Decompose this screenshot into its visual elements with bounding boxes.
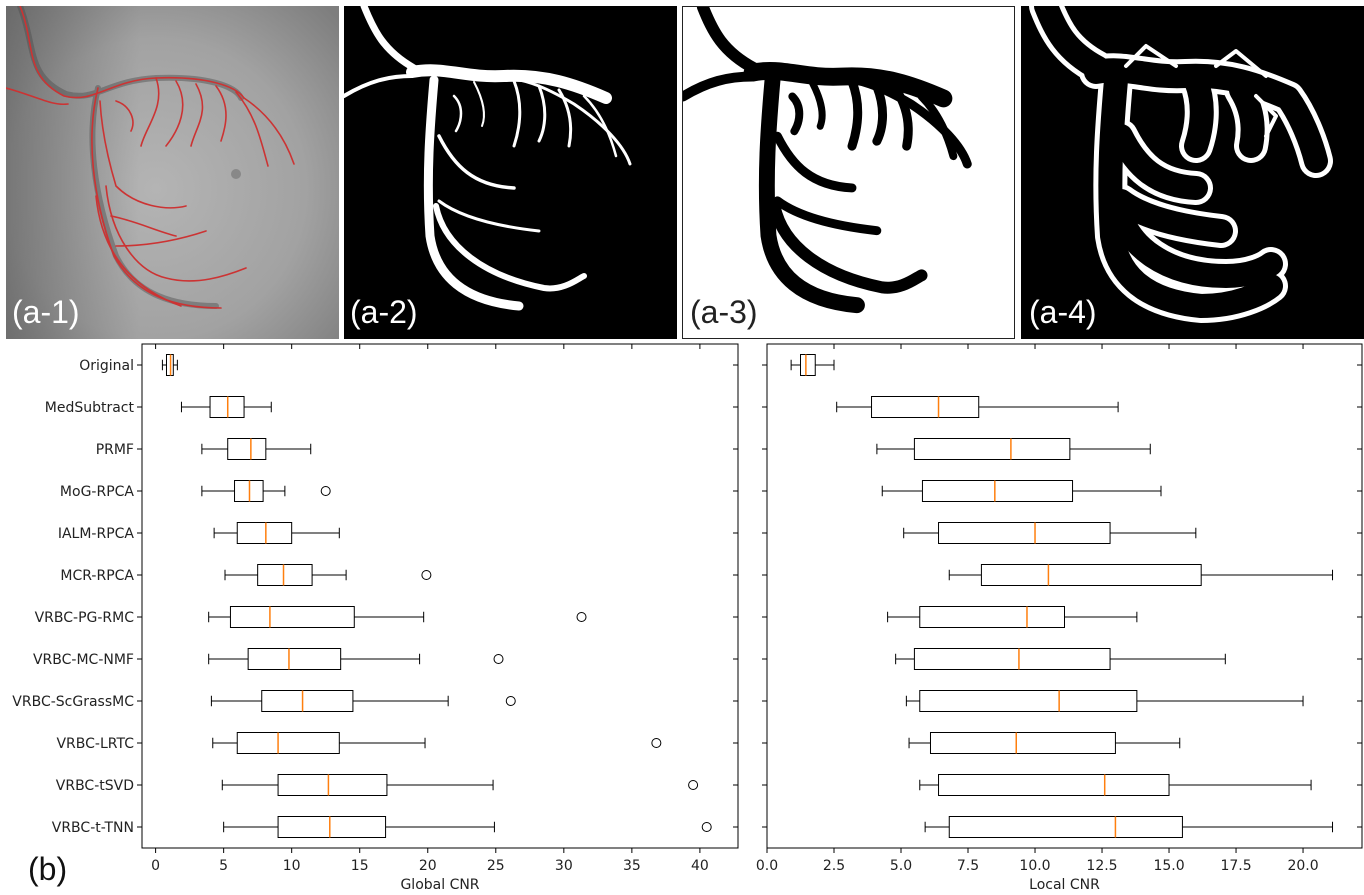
x-tick-label: 20 (419, 858, 437, 874)
box-iqr (800, 354, 816, 376)
angiogram-image (6, 6, 339, 339)
box-iqr (236, 522, 293, 544)
background-ring-image (1029, 6, 1333, 323)
x-tick-label: 17.5 (1220, 858, 1251, 874)
x-tick-label: 2.5 (823, 858, 845, 874)
x-tick-label: 40 (691, 858, 709, 874)
outlier-point (320, 486, 331, 496)
panel-label-a1: (a-1) (12, 294, 80, 330)
category-label: VRBC-t-TNN (52, 820, 134, 836)
box-iqr (919, 690, 1138, 712)
angiogram-image-panel (6, 6, 339, 339)
box-iqr (229, 606, 355, 628)
box-iqr (938, 522, 1111, 544)
cnr-boxplot-figure: 0 5 10 15 20 25 30 35 40 Global CNR Original MedSub… (12, 343, 1363, 893)
box-iqr (913, 648, 1111, 670)
panel-label-b: (b) (28, 851, 68, 887)
x-tick-label: 35 (623, 858, 641, 874)
x-tick-label: 7.5 (957, 858, 979, 874)
box-iqr (938, 774, 1170, 796)
outlier-point (576, 612, 587, 622)
outlier-point (505, 696, 516, 706)
outlier-point (493, 654, 504, 664)
category-label: PRMF (96, 442, 134, 458)
x-tick-label: 15 (351, 858, 369, 874)
category-label: VRBC-MC-NMF (33, 652, 134, 668)
box-iqr (919, 606, 1065, 628)
box-iqr (948, 816, 1183, 838)
boxplot-axes-1: 0 5 10 15 20 25 30 35 40 Global CNR Original MedSub… (12, 343, 739, 893)
category-label: VRBC-tSVD (56, 778, 134, 794)
panel-label-a2: (a-2) (350, 294, 418, 330)
x-tick-label: 12.5 (1086, 858, 1117, 874)
category-label: VRBC-LRTC (56, 736, 134, 752)
category-label: MedSubtract (45, 400, 135, 416)
x-tick-label: 0.0 (756, 858, 778, 874)
x-tick-label: 20.0 (1287, 858, 1318, 874)
x-tick-label: 25 (487, 858, 505, 874)
category-label: VRBC-PG-RMC (35, 610, 135, 626)
outlier-point (688, 780, 699, 790)
box-iqr (227, 438, 267, 460)
category-label: VRBC-ScGrassMC (12, 694, 134, 710)
category-label: Original (79, 358, 134, 374)
box-iqr (871, 396, 980, 418)
background-ring-panel (1021, 6, 1364, 339)
box-iqr (236, 732, 340, 754)
box-iqr (921, 480, 1074, 502)
category-label: IALM-RPCA (58, 526, 135, 542)
category-label: MCR-RPCA (60, 568, 134, 584)
box-iqr (980, 564, 1202, 586)
axes-frame (766, 343, 1363, 849)
box-iqr (277, 816, 387, 838)
panel-label-a4: (a-4) (1029, 294, 1097, 330)
x-tick-label: 30 (555, 858, 573, 874)
box-iqr (277, 774, 388, 796)
box-iqr (261, 690, 354, 712)
dilated-mask-image (683, 7, 972, 314)
outlier-point (701, 822, 712, 832)
x-tick-label: 0 (151, 858, 160, 874)
x-axis-label: Global CNR (400, 877, 479, 893)
box-iqr (247, 648, 342, 670)
box-iqr (929, 732, 1116, 754)
vessel-mask-image (344, 6, 632, 311)
boxplot-axes-2: 0.0 2.5 5.0 7.5 10.0 12.5 15.0 17.5 20.0 Local CN… (756, 343, 1363, 893)
x-axis-label: Local CNR (1029, 877, 1100, 893)
category-label: MoG-RPCA (60, 484, 134, 500)
panel-label-a3: (a-3) (690, 294, 758, 330)
outlier-point (421, 570, 432, 580)
dilated-mask-panel (682, 6, 1015, 339)
x-tick-label: 10 (283, 858, 301, 874)
x-tick-label: 5 (219, 858, 228, 874)
x-tick-label: 5.0 (890, 858, 912, 874)
x-tick-label: 10.0 (1019, 858, 1050, 874)
axes-frame (141, 343, 739, 849)
vessel-mask-panel (344, 6, 677, 339)
box-iqr (913, 438, 1071, 460)
box-iqr (257, 564, 313, 586)
x-tick-label: 15.0 (1153, 858, 1184, 874)
outlier-point (651, 738, 662, 748)
